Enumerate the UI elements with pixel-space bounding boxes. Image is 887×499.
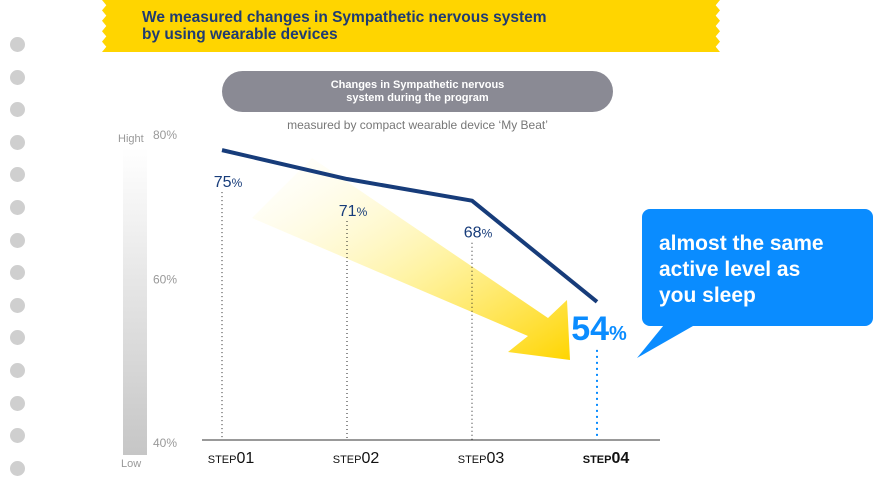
chart-title-line1: Changes in Sympathetic nervous (330, 78, 505, 91)
callout-line1: almost the same (659, 232, 824, 255)
data-label: 68% (464, 225, 493, 242)
dot (10, 37, 25, 52)
data-label: 71% (339, 203, 368, 220)
dot (10, 460, 25, 476)
dot (10, 265, 25, 281)
callout-text: almost the same active level as you slee… (659, 231, 869, 309)
series-line (221, 148, 599, 304)
decorative-dot-column (10, 37, 26, 493)
intensity-gauge-bar (123, 148, 147, 455)
callout-line3: you sleep (659, 284, 756, 307)
gauge-high-label: Hight (118, 133, 144, 145)
dot (10, 69, 25, 85)
dot (10, 362, 25, 378)
chart-subtitle: measured by compact wearable device ‘My … (287, 118, 548, 132)
callout-bubble: almost the same active level as you slee… (642, 209, 873, 326)
x-tick-label: STEP01 (208, 450, 255, 467)
banner-title-line1: We measured changes in Sympathetic nervo… (142, 9, 547, 26)
dot (10, 330, 25, 346)
gauge-low-label: Low (121, 458, 142, 470)
x-tick-label: STEP02 (333, 450, 380, 467)
y-tick-label: 40% (153, 436, 177, 450)
data-label: 75% (214, 174, 243, 191)
x-tick-label: STEP03 (458, 450, 505, 467)
y-tick-label: 60% (153, 273, 177, 287)
y-tick-label: 80% (153, 128, 177, 142)
dot (10, 134, 25, 150)
dot (10, 232, 25, 248)
dot (10, 297, 25, 313)
dot (10, 199, 25, 215)
chart-title-pill: Changes in Sympathetic nervous system du… (222, 71, 613, 112)
trend-arrow (252, 158, 570, 360)
chart-title-line2: system during the program (346, 91, 489, 104)
title-banner: We measured changes in Sympathetic nervo… (102, 0, 720, 52)
callout-line2: active level as (659, 258, 801, 281)
dot (10, 102, 25, 118)
banner-title-line2: by using wearable devices (142, 26, 338, 43)
banner-title: We measured changes in Sympathetic nervo… (142, 9, 702, 43)
dot (10, 167, 25, 183)
dot (10, 428, 25, 444)
data-label: 54% (571, 310, 627, 348)
x-tick-label: STEP04 (583, 450, 630, 467)
dot (10, 395, 25, 411)
